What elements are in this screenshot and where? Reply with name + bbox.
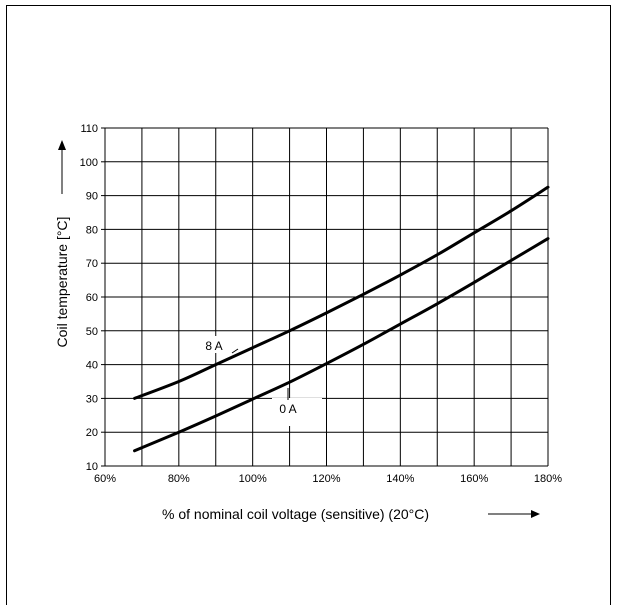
x-tick-label: 120%: [312, 473, 340, 485]
series-line-0a: [133, 237, 550, 453]
y-tick-label: 40: [86, 360, 98, 372]
y-tick-label: 90: [86, 191, 98, 203]
curve-labels: 8 A 0 A: [198, 336, 322, 426]
x-tick-label: 60%: [94, 473, 116, 485]
x-axis-title: % of nominal coil voltage (sensitive) (2…: [162, 506, 429, 522]
y-axis-title: Coil temperature [°C]: [54, 217, 70, 348]
x-tick-label: 140%: [386, 473, 414, 485]
series-label-0a: 0 A: [279, 402, 296, 416]
label-bg-8a: [198, 336, 232, 353]
series-line-8a: [133, 185, 550, 400]
y-tick-label: 80: [86, 224, 98, 236]
series-label-8a: 8 A: [205, 339, 222, 353]
x-tick-label: 160%: [460, 473, 488, 485]
y-tick-label: 60: [86, 292, 98, 304]
y-tick-label: 20: [86, 427, 98, 439]
axis-titles: % of nominal coil voltage (sensitive) (2…: [54, 140, 540, 522]
x-tick-label: 180%: [534, 473, 562, 485]
curves: [133, 185, 550, 453]
y-tick-label: 50: [86, 326, 98, 338]
y-tick-label: 100: [80, 157, 98, 169]
chart-frame: [6, 5, 611, 605]
label-bg-0a: [272, 398, 322, 426]
x-axis-arrow-head: [531, 510, 540, 518]
x-tick-label: 100%: [239, 473, 267, 485]
x-tick-label: 80%: [168, 473, 190, 485]
y-axis-arrow-head: [58, 140, 66, 150]
y-tick-label: 110: [80, 123, 98, 135]
y-tick-label: 30: [86, 393, 98, 405]
grid: [101, 127, 549, 467]
tick-labels: 60% 80% 100% 120% 140% 160% 180% 10 20 30 40 50 60 70…: [80, 123, 563, 485]
y-tick-label: 70: [86, 258, 98, 270]
y-tick-label: 10: [86, 461, 98, 473]
leader-line-8a: [231, 348, 239, 354]
